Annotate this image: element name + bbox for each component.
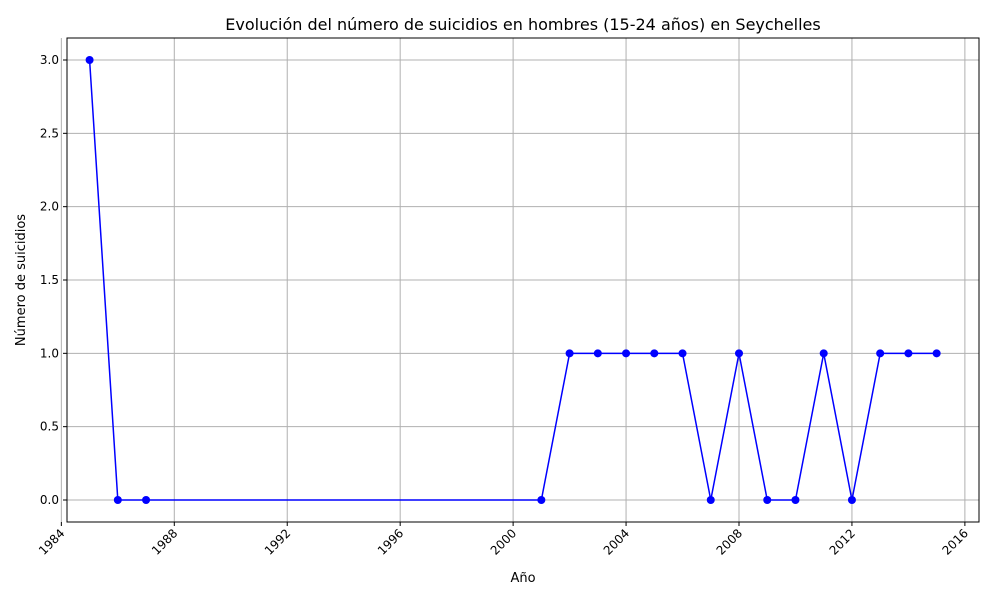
y-axis-title: Número de suicidios	[14, 214, 29, 346]
y-tick-label: 0.0	[40, 493, 59, 507]
data-point	[847, 496, 856, 504]
y-tick-label: 3.0	[40, 53, 59, 67]
x-tick-label: 2008	[714, 526, 745, 557]
data-point	[565, 349, 574, 358]
x-tick-label: 2000	[488, 526, 519, 557]
x-axis-ticks: 1984 1988 1992 1996 2000 2004 2008 2012 2016	[36, 522, 971, 558]
data-point	[85, 56, 94, 64]
series-line	[88, 59, 937, 501]
data-point	[876, 349, 885, 358]
data-point	[735, 349, 743, 358]
x-tick-label: 2004	[601, 526, 632, 557]
data-point	[819, 349, 828, 358]
x-axis-title: Año	[510, 571, 535, 586]
y-tick-label: 0.5	[40, 420, 59, 434]
x-tick-label: 1992	[262, 526, 293, 557]
x-tick-label: 1988	[149, 526, 180, 557]
grid-lines	[60, 38, 979, 522]
data-series	[85, 56, 941, 504]
x-tick-label: 1984	[36, 526, 67, 557]
y-tick-label: 2.5	[40, 126, 59, 140]
data-point	[678, 349, 687, 358]
data-point	[763, 496, 772, 504]
y-tick-label: 1.5	[40, 273, 59, 287]
data-point	[650, 349, 659, 358]
x-tick-label: 2012	[827, 526, 858, 557]
y-axis-ticks: 0.0 0.5 1.0 1.5 2.0 2.5 3.0	[40, 53, 67, 507]
data-point	[791, 496, 800, 504]
x-tick-label: 2016	[940, 526, 971, 557]
data-point	[904, 349, 913, 358]
y-tick-label: 1.0	[40, 346, 59, 360]
data-point	[113, 496, 122, 504]
x-tick-label: 1996	[375, 526, 406, 557]
data-point	[622, 349, 631, 358]
data-point	[142, 496, 151, 504]
data-point	[537, 496, 546, 504]
chart-title: Evolución del número de suicidios en hom…	[225, 15, 820, 34]
data-point	[932, 349, 941, 358]
y-tick-label: 2.0	[40, 200, 59, 214]
data-point	[593, 349, 602, 358]
data-point	[706, 496, 715, 504]
